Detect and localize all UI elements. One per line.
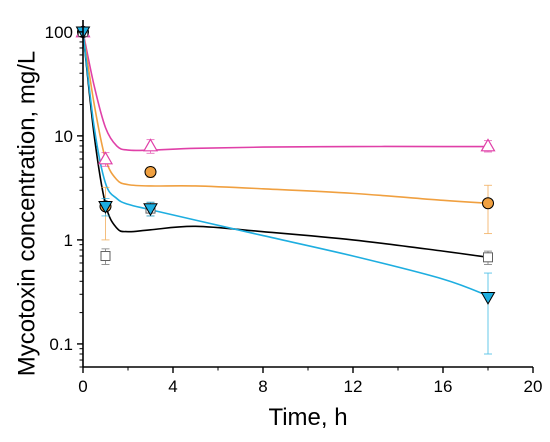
x-tick-label-2: 8 — [258, 377, 267, 396]
fit-line-2 — [82, 31, 489, 259]
data-point-1-2 — [144, 165, 157, 178]
x-tick-label-1: 4 — [168, 377, 177, 396]
error-bar-1-3 — [484, 184, 492, 235]
data-point-0-3 — [480, 138, 496, 152]
data-point-3-1 — [98, 201, 113, 214]
y-axis-title: Mycotoxin concentration, mg/L — [13, 51, 40, 377]
axes: 0 4 8 12 16 20 0.1 1 10 100 — [45, 20, 543, 396]
data-point-0-2 — [142, 138, 159, 152]
fit-line-1 — [82, 31, 489, 205]
error-bars — [101, 139, 492, 355]
fit-line-3 — [82, 31, 489, 297]
x-tick-label-5: 20 — [524, 377, 543, 396]
data-point-3-3 — [480, 292, 496, 305]
x-tick-label-4: 16 — [434, 377, 453, 396]
data-point-3-2 — [143, 203, 158, 217]
y-tick-label-3: 100 — [45, 23, 73, 42]
data-point-0-1 — [97, 151, 114, 165]
data-point-1-3 — [482, 197, 494, 210]
fit-line-0 — [82, 31, 488, 152]
data-point-2-3 — [483, 252, 493, 263]
x-axis-title: Time, h — [268, 404, 347, 431]
y-tick-label-1: 1 — [64, 231, 73, 250]
x-tick-label-3: 12 — [344, 377, 363, 396]
x-tick-label-0: 0 — [78, 377, 87, 396]
error-bar-3-3 — [484, 272, 492, 355]
fit-lines — [82, 31, 489, 297]
data-points — [75, 24, 496, 305]
data-point-2-1 — [100, 251, 111, 262]
y-tick-label-2: 10 — [54, 127, 73, 146]
y-tick-label-0: 0.1 — [49, 335, 73, 354]
